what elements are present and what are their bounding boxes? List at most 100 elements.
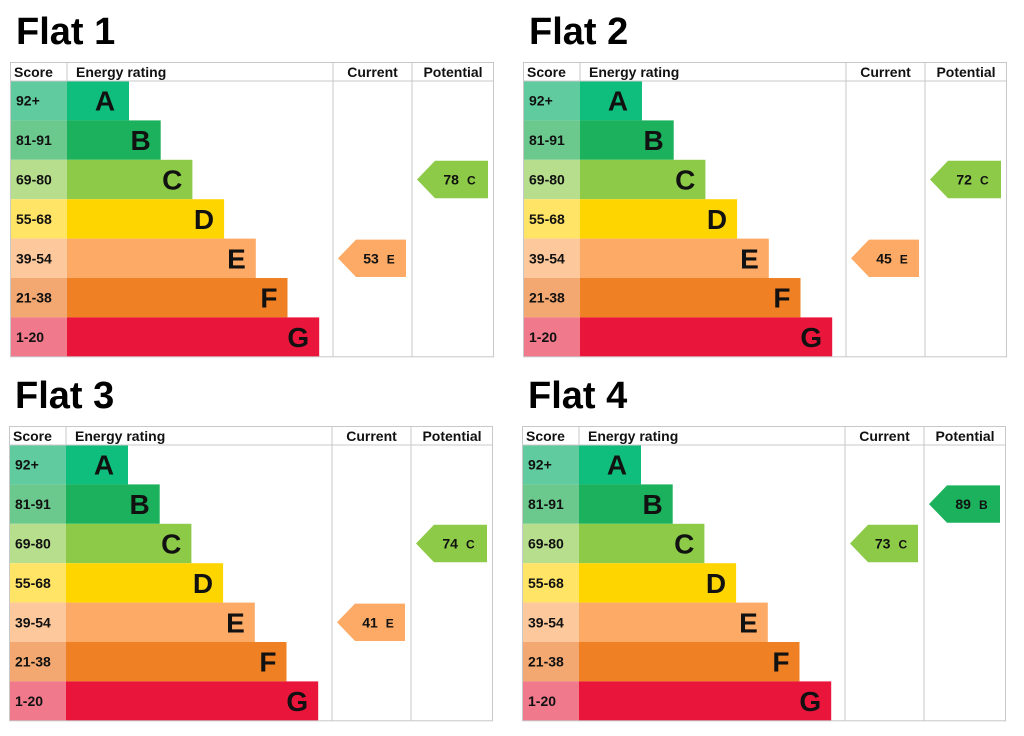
potential-rating-label: 74 C	[442, 536, 475, 552]
epc-table: 92+ A 81-91 B 69-80 C 55-68 D 39-54 E 21-38 F 1-20 G S…	[10, 62, 494, 358]
current-rating-band: E	[900, 252, 908, 266]
score-cell	[522, 484, 579, 524]
header-current: Current	[346, 428, 397, 444]
score-cell	[9, 642, 66, 682]
header-current: Current	[347, 64, 398, 80]
rating-letter: B	[642, 489, 662, 520]
rating-bar-c	[67, 159, 193, 200]
potential-rating-arrow	[929, 485, 1000, 523]
rating-letter: D	[193, 568, 213, 599]
potential-rating-arrow	[417, 160, 488, 199]
score-label: 69-80	[528, 536, 564, 552]
potential-rating-label: 72 C	[956, 172, 989, 188]
rating-letter: C	[674, 529, 694, 560]
current-rating-arrow	[850, 524, 918, 563]
score-cell	[523, 81, 580, 121]
rating-bar-g	[579, 681, 832, 721]
current-rating-label: 53 E	[363, 250, 395, 266]
potential-rating-arrow	[416, 524, 487, 563]
score-cell	[9, 563, 66, 603]
score-cell	[10, 278, 67, 318]
rating-bar-f	[580, 278, 801, 318]
score-cell	[10, 120, 67, 160]
rating-letter: D	[194, 204, 214, 235]
epc-chart-flat-1: Flat 1 92+ A 81-91 B 69-80 C 55-68 D 39-54 E 21-38…	[10, 11, 494, 372]
header-potential: Potential	[422, 428, 481, 444]
score-label: 21-38	[529, 290, 565, 306]
rating-bar-a	[67, 81, 129, 121]
header-current: Current	[859, 428, 910, 444]
score-label: 92+	[16, 93, 40, 109]
epc-table: 92+ A 81-91 B 69-80 C 55-68 D 39-54 E 21-38 F 1-20 G S…	[9, 426, 493, 722]
header-energy-rating: Energy rating	[589, 64, 679, 80]
score-cell	[523, 199, 580, 239]
rating-letter: E	[740, 243, 759, 274]
rating-bar-b	[580, 120, 674, 160]
epc-chart-flat-4: Flat 4 92+ A 81-91 B 69-80 C 55-68 D 39-54 E 21-38…	[522, 375, 1006, 736]
rating-letter: G	[800, 322, 822, 353]
score-label: 1-20	[529, 329, 557, 345]
rating-letter: D	[706, 568, 726, 599]
score-cell	[9, 445, 66, 485]
rating-bar-d	[580, 199, 738, 239]
rating-bar-b	[66, 484, 160, 524]
header-score: Score	[13, 428, 52, 444]
rating-letter: C	[162, 165, 182, 196]
current-rating-value: 41	[362, 614, 378, 630]
score-cell	[9, 602, 66, 642]
rating-letter: D	[707, 204, 727, 235]
rating-letter: F	[773, 283, 790, 314]
rating-letter: B	[643, 125, 663, 156]
epc-chart-flat-3: Flat 3 92+ A 81-91 B 69-80 C 55-68 D 39-54 E 21-38…	[9, 375, 493, 736]
current-rating-arrow	[851, 239, 919, 277]
header-potential: Potential	[936, 64, 995, 80]
rating-letter: G	[799, 686, 821, 717]
current-rating-band: E	[386, 616, 394, 630]
score-cell	[522, 445, 579, 485]
rating-letter: A	[607, 450, 627, 481]
epc-chart-flat-2: Flat 2 92+ A 81-91 B 69-80 C 55-68 D 39-54 E 21-38…	[523, 11, 1007, 372]
score-label: 21-38	[528, 654, 564, 670]
potential-rating-value: 89	[955, 496, 971, 512]
score-label: 81-91	[16, 132, 52, 148]
potential-rating-value: 72	[956, 172, 972, 188]
current-rating-value: 53	[363, 250, 379, 266]
epc-table: 92+ A 81-91 B 69-80 C 55-68 D 39-54 E 21-38 F 1-20 G S…	[522, 426, 1006, 722]
score-cell	[10, 159, 67, 200]
rating-bar-a	[579, 445, 641, 485]
header-current: Current	[860, 64, 911, 80]
current-rating-value: 45	[876, 250, 892, 266]
current-rating-value: 73	[875, 536, 891, 552]
header-energy-rating: Energy rating	[588, 428, 678, 444]
flat-title: Flat 3	[15, 375, 115, 417]
header-potential: Potential	[935, 428, 994, 444]
rating-bar-e	[66, 602, 255, 642]
rating-bar-c	[580, 159, 706, 200]
rating-bar-g	[67, 317, 320, 357]
rating-bar-b	[67, 120, 161, 160]
rating-bar-c	[66, 523, 192, 564]
score-label: 69-80	[15, 536, 51, 552]
potential-rating-band: C	[467, 174, 476, 188]
rating-bar-f	[579, 642, 800, 682]
rating-letter: E	[226, 607, 245, 638]
current-rating-arrow	[337, 603, 405, 641]
current-rating-arrow	[338, 239, 406, 277]
score-cell	[522, 563, 579, 603]
score-cell	[10, 81, 67, 121]
score-label: 1-20	[16, 329, 44, 345]
current-rating-band: E	[387, 252, 395, 266]
table-border	[10, 62, 494, 358]
header-energy-rating: Energy rating	[75, 428, 165, 444]
rating-letter: B	[130, 125, 150, 156]
score-cell	[10, 238, 67, 278]
score-cell	[522, 602, 579, 642]
current-rating-band: C	[898, 538, 907, 552]
potential-rating-value: 78	[443, 172, 459, 188]
rating-bar-d	[66, 563, 224, 603]
rating-bar-d	[579, 563, 737, 603]
score-cell	[522, 523, 579, 564]
potential-rating-label: 89 B	[955, 496, 988, 512]
rating-bar-f	[66, 642, 287, 682]
table-border	[523, 62, 1007, 358]
